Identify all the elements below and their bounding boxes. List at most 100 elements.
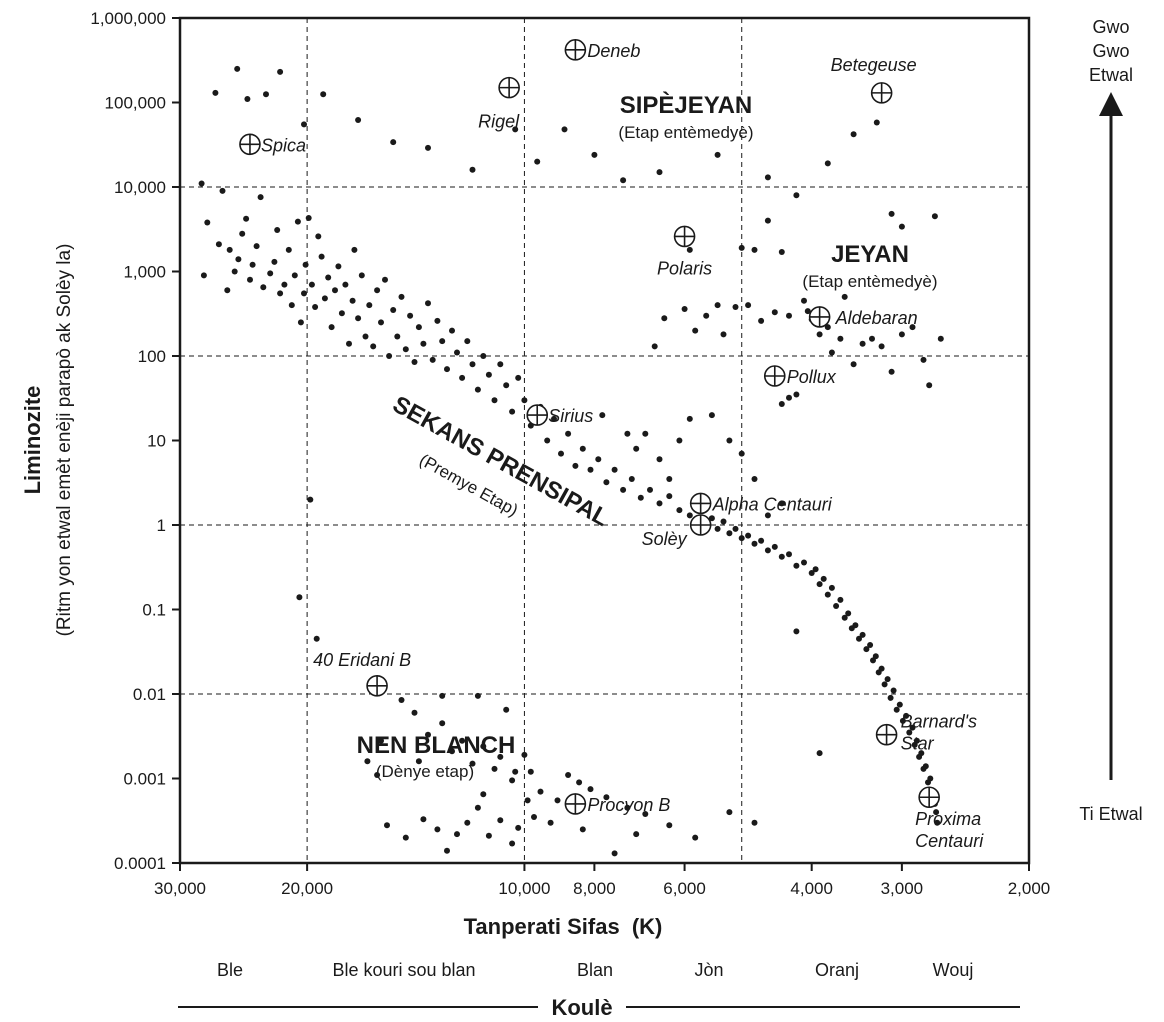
size-arrow-top-line1: Gwo: [1092, 17, 1129, 37]
star-point: [335, 263, 342, 270]
star-point: [845, 610, 852, 617]
star-point: [927, 775, 934, 782]
y-tick-label: 10,000: [114, 178, 166, 197]
star-point: [804, 308, 811, 315]
star-point: [764, 512, 771, 519]
star-point: [534, 158, 541, 165]
star-point: [793, 192, 800, 199]
star-point: [271, 258, 278, 265]
star-point: [778, 500, 785, 507]
star-point: [692, 327, 699, 334]
region-supergiants: SIPÈJEYAN: [620, 91, 753, 119]
star-point: [263, 91, 269, 98]
star-point: [370, 343, 377, 350]
star-point: [355, 315, 362, 322]
region-white-dwarfs: NEN BLANCH: [357, 732, 516, 759]
star-point: [714, 302, 721, 309]
star-point: [913, 737, 920, 744]
star-point: [512, 126, 519, 133]
star-point: [579, 445, 586, 452]
star-point: [239, 230, 246, 237]
star-point: [579, 826, 586, 833]
star-point: [374, 772, 381, 778]
star-point: [554, 797, 561, 804]
star-point: [611, 850, 618, 857]
star-point: [394, 333, 401, 340]
star-point: [720, 518, 727, 525]
star-point: [312, 304, 319, 310]
star-point: [328, 324, 335, 331]
named-star-label: Pollux: [787, 367, 837, 387]
star-point: [837, 335, 844, 342]
star-point: [200, 272, 207, 279]
star-point: [751, 246, 758, 253]
star-point: [288, 302, 295, 309]
star-point: [247, 276, 253, 283]
star-point: [720, 331, 727, 338]
named-star-marker: Polaris: [657, 225, 712, 278]
star-point: [726, 530, 733, 537]
star-point: [888, 210, 895, 217]
star-point: [527, 768, 534, 775]
star-point: [407, 312, 414, 319]
named-star-label: Rigel: [478, 112, 520, 132]
star-point: [378, 319, 384, 326]
star-point: [637, 494, 644, 501]
star-point: [558, 450, 564, 457]
star-point: [469, 361, 476, 368]
star-point: [863, 646, 870, 653]
star-point: [321, 295, 328, 302]
star-point: [474, 692, 481, 699]
star-point: [778, 401, 785, 407]
star-point: [820, 575, 827, 582]
star-point: [920, 356, 927, 363]
label-line: Centauri: [915, 831, 984, 851]
star-point: [869, 335, 875, 342]
star-point: [620, 177, 627, 184]
size-arrow-top-line2: Gwo: [1092, 41, 1129, 61]
named-star-marker: Solèy: [642, 514, 712, 549]
star-point: [485, 832, 492, 839]
star-point: [918, 750, 925, 757]
x-tick-label: 4,000: [790, 879, 833, 898]
star-point: [714, 151, 721, 158]
star-point: [346, 340, 352, 347]
star-point: [382, 276, 388, 283]
star-point: [841, 293, 848, 300]
star-point: [714, 525, 721, 532]
star-point: [485, 371, 492, 378]
y-axis-ticks: 0.0001 0.001 0.01 0.1 1 10 100 1,000 10,000 100,0…: [90, 9, 180, 873]
star-point: [318, 253, 325, 260]
star-point: [676, 507, 683, 514]
star-point: [386, 353, 393, 359]
star-point: [307, 496, 314, 503]
star-point: [364, 758, 371, 765]
star-point: [751, 819, 758, 826]
star-point: [786, 312, 792, 319]
star-point: [926, 382, 933, 389]
star-point: [439, 692, 446, 699]
star-point: [628, 476, 635, 482]
star-point: [434, 317, 441, 324]
star-point: [402, 346, 409, 353]
star-point: [449, 748, 455, 755]
star-point: [459, 374, 466, 381]
star-point: [738, 244, 745, 251]
color-band-oranj: Oranj: [815, 960, 859, 980]
star-point: [852, 622, 859, 629]
star-point: [565, 430, 572, 437]
star-point: [703, 312, 710, 319]
x-tick-label: 3,000: [881, 879, 924, 898]
star-point: [257, 194, 264, 201]
named-star-marker: 40 Eridani B: [313, 650, 411, 697]
star-point: [808, 570, 815, 576]
y-tick-label: 0.1: [142, 601, 166, 620]
star-point: [503, 382, 510, 389]
star-point: [297, 319, 304, 326]
named-star-marker: Procyon B: [564, 793, 670, 815]
x-axis-unit: (K): [632, 914, 663, 939]
star-point: [362, 333, 369, 340]
star-point: [398, 293, 405, 300]
star-point: [884, 676, 891, 683]
star-point: [301, 121, 307, 128]
